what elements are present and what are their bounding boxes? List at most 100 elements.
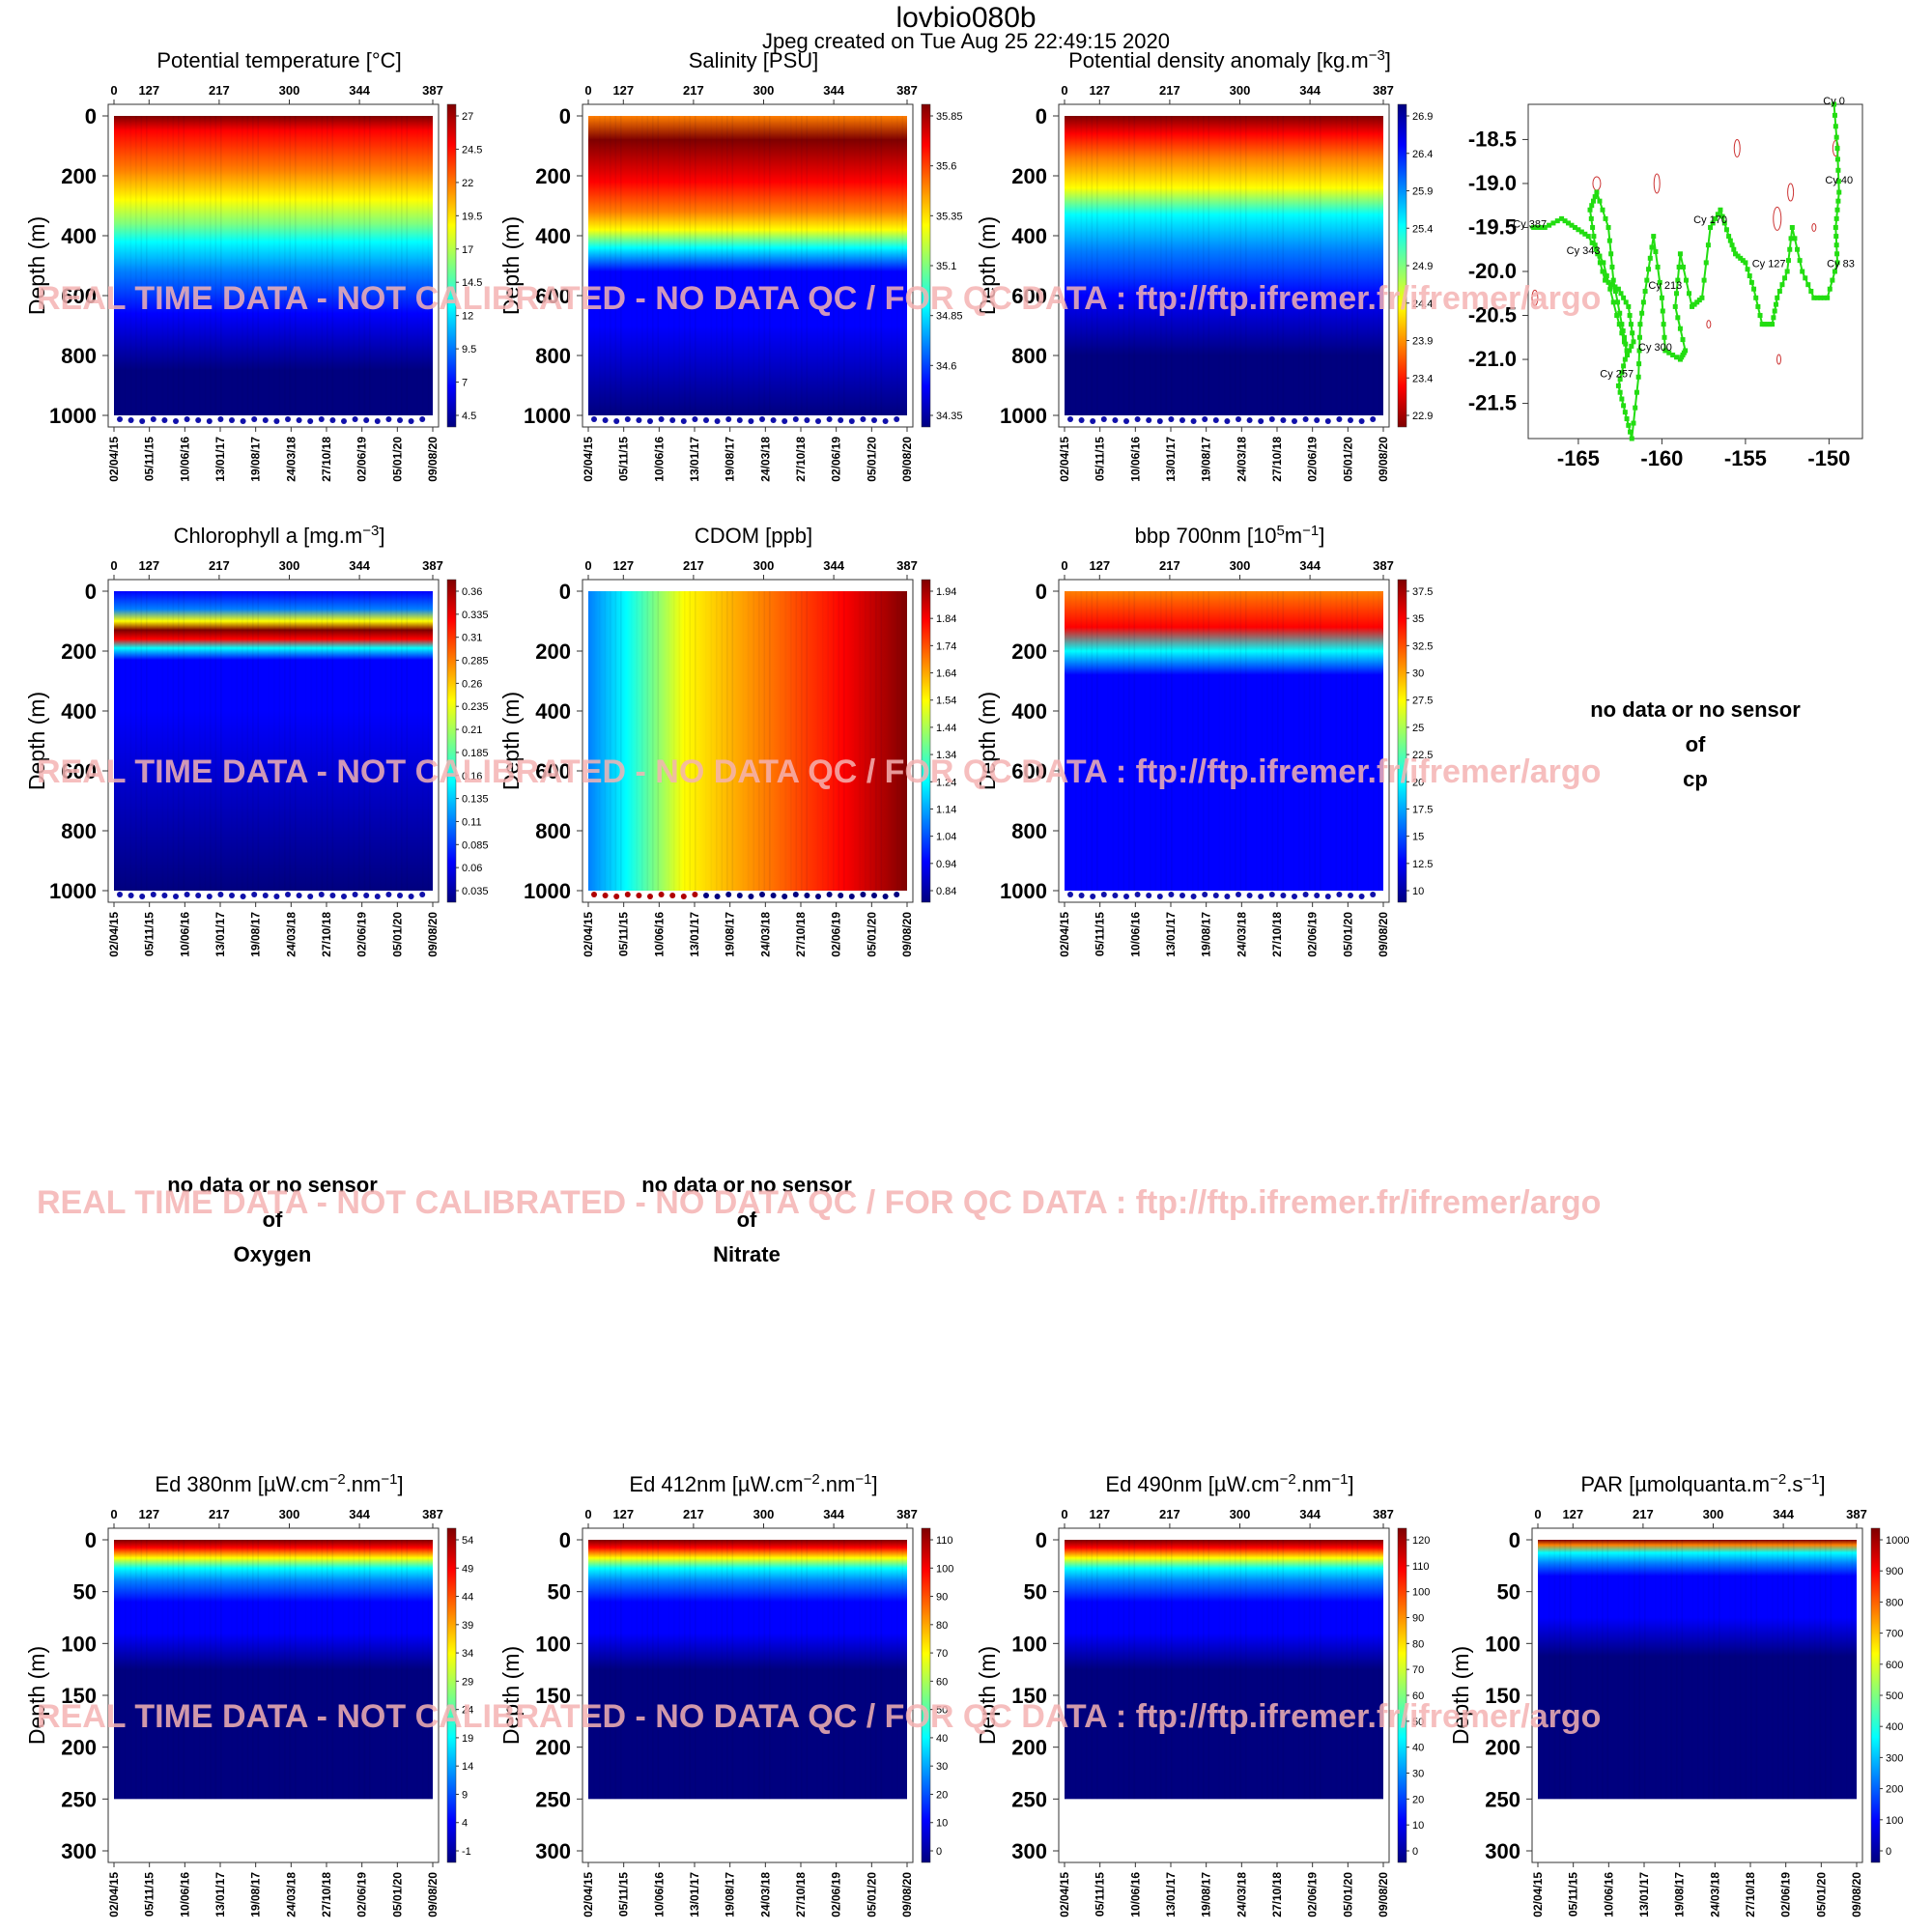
cycle-tick-label: 217 [1159,83,1180,98]
heatmap-texture [875,591,877,891]
heatmap-texture [652,591,654,891]
heatmap-texture [130,1540,132,1799]
float-position-marker [1655,264,1661,270]
depth-tick-label: 1000 [49,404,97,428]
float-position-marker [1785,258,1791,264]
heatmap-texture [1336,1540,1338,1799]
panel-cdom: CDOM [ppb] 0 127 217 300 344 387 0 200 400 600 800 1… [498,524,956,957]
profile-bottom-dot [770,417,777,423]
heatmap-texture [668,1540,670,1799]
colorbar-label: 19.5 [462,211,482,222]
float-position-marker [1800,269,1805,274]
float-position-marker [1660,308,1665,314]
heatmap-texture [135,591,137,891]
colorbar-label: 0 [936,1846,942,1858]
watermark-row-1: REAL TIME DATA - NOT CALIBRATED - NO DAT… [37,280,1601,317]
profile-bottom-dot [1280,417,1287,423]
heatmap-texture [1580,1540,1582,1799]
map-x-tick-label: -160 [1640,446,1683,470]
float-position-marker [1675,277,1681,283]
profile-bottom-dot [613,418,620,424]
heatmap-texture [1740,1540,1742,1799]
colorbar-label: 800 [1886,1597,1903,1608]
heatmap-texture [422,1540,424,1799]
float-position-marker [1600,207,1605,213]
heatmap-texture [130,591,132,891]
heatmap-texture [828,116,830,415]
heatmap-texture [695,1540,696,1800]
depth-tick-label: 100 [61,1632,97,1656]
colorbar-label: 100 [936,1563,953,1575]
float-position-marker [1588,215,1594,221]
heatmap-texture [214,1540,217,1800]
heatmap-texture [1086,591,1088,891]
heatmap-texture [1713,1540,1716,1800]
float-position-marker [1747,273,1752,279]
profile-bottom-dot [692,892,698,897]
depth-tick-label: 300 [1485,1839,1520,1863]
depth-tick-label: 800 [535,819,571,843]
heatmap-texture [828,591,830,891]
heatmap-texture [679,591,681,891]
heatmap-texture [1192,116,1194,415]
float-position-marker [1605,279,1611,285]
cycle-tick-label: 217 [683,1507,704,1521]
float-position-marker [1832,269,1837,274]
float-position-marker [1833,234,1839,240]
float-position-marker [1677,356,1683,362]
watermark-row-4: REAL TIME DATA - NOT CALIBRATED - NO DAT… [37,1698,1601,1735]
profile-bottom-dot [229,417,235,423]
colorbar-label: 0.21 [462,724,482,736]
date-tick-label: 13/01/17 [688,1872,701,1918]
date-tick-label: 09/08/20 [426,912,440,957]
heatmap-texture [1282,591,1285,891]
float-position-marker [1603,277,1608,283]
depth-tick-label: 150 [61,1684,97,1708]
depth-tick-label: 400 [61,699,97,724]
colorbar-label: 110 [1412,1561,1430,1573]
date-tick-label: 13/01/17 [688,437,701,482]
profile-bottom-dot [341,418,347,424]
float-position-marker [1617,310,1623,316]
heatmap-texture [896,116,898,415]
date-tick-label: 05/11/15 [617,912,631,956]
profile-bottom-dot [647,894,653,899]
depth-tick-label: 1000 [524,879,571,903]
depth-tick-label: 50 [548,1580,571,1605]
colorbar-label: 90 [1412,1613,1424,1625]
heatmap-texture [1745,1540,1747,1800]
cycle-tick-label: 300 [753,1507,775,1521]
heatmap-texture [146,116,148,415]
heatmap-texture [210,591,212,891]
heatmap-texture [1544,1540,1546,1799]
colorbar-label: 30 [936,1761,948,1773]
heatmap-texture [758,1540,760,1800]
float-position-marker [1600,269,1605,274]
heatmap-texture [348,1540,350,1799]
heatmap-texture [631,591,633,891]
date-tick-label: 02/06/19 [355,1872,369,1918]
cycle-tick-label: 344 [1299,83,1321,98]
float-position-marker [1559,215,1565,221]
depth-tick-label: 1000 [49,879,97,903]
heatmap-texture [1208,116,1210,415]
float-position-marker [1589,203,1595,209]
colorbar-label: 34.35 [936,411,963,422]
heatmap-texture [1665,1540,1667,1799]
float-position-marker [1776,288,1782,294]
heatmap-texture [1314,116,1317,415]
nodata-nitrate-line3: Nitrate [713,1242,781,1266]
profile-bottom-dot [117,416,123,422]
cycle-tick-label: 387 [1373,1507,1394,1521]
heatmap-texture [1336,116,1338,415]
float-position-marker [1748,279,1754,285]
colorbar-label: 35.85 [936,111,963,123]
heatmap-texture [1804,1540,1805,1799]
heatmap-texture [1096,116,1098,415]
colorbar-label: 600 [1886,1660,1903,1671]
heatmap-texture [1118,1540,1120,1799]
heatmap-texture [1708,1540,1710,1800]
cycle-tick-label: 344 [349,558,370,573]
map-y-tick-label: -19.5 [1468,214,1517,239]
heatmap-texture [1181,116,1183,415]
